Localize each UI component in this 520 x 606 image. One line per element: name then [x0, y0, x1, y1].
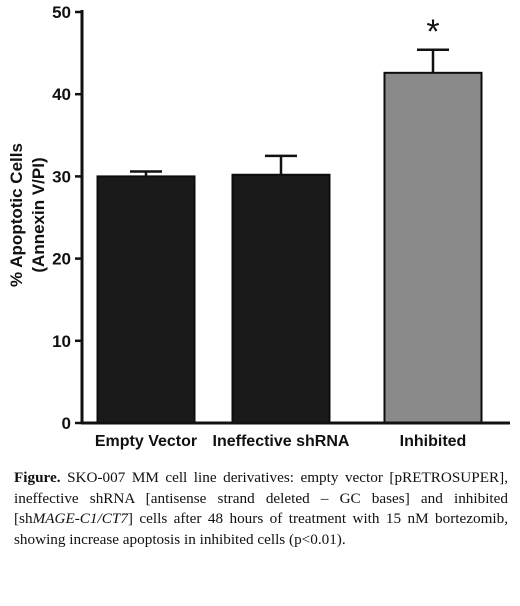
bar-empty-vector	[96, 175, 196, 424]
bars: *	[96, 13, 483, 424]
x-tick-label: Empty Vector	[95, 433, 197, 450]
y-tick-label: 20	[52, 250, 71, 269]
y-axis-label: % Apoptotic Cells (Annexin V/PI)	[7, 143, 48, 287]
caption-label: Figure.	[14, 469, 61, 486]
bar-inhibited	[383, 71, 483, 424]
y-tick-label: 40	[52, 85, 71, 104]
y-axis-label-line1: % Apoptotic Cells	[7, 143, 26, 287]
y-tick-label: 0	[62, 414, 71, 433]
y-tick-label: 30	[52, 167, 71, 186]
bar-ineffective-shrna	[231, 173, 331, 424]
y-tick-label: 50	[52, 3, 71, 22]
y-axis-label-line2: (Annexin V/PI)	[29, 157, 48, 272]
y-axis: 0 10 20 30 40 50	[52, 3, 82, 433]
figure-caption: Figure. SKO-007 MM cell line derivatives…	[14, 468, 508, 550]
caption-gene-name: MAGE-C1/CT7	[32, 510, 128, 527]
bar-chart: % Apoptotic Cells (Annexin V/PI) 0 10 20 30…	[7, 3, 510, 450]
x-tick-label: Inhibited	[400, 433, 467, 450]
axes	[80, 10, 510, 425]
x-tick-label: Ineffective shRNA	[213, 433, 350, 450]
caption-text-1: SKO-007 MM cell line derivatives: empty …	[14, 469, 508, 527]
significance-asterisk: *	[426, 13, 439, 51]
chart-canvas: % Apoptotic Cells (Annexin V/PI) 0 10 20 30…	[7, 3, 510, 450]
x-axis: Empty Vector Ineffective shRNA Inhibited	[95, 433, 466, 450]
y-tick-label: 10	[52, 332, 71, 351]
caption-text-2: ] cells after 48 hours of treatment with…	[14, 510, 508, 548]
